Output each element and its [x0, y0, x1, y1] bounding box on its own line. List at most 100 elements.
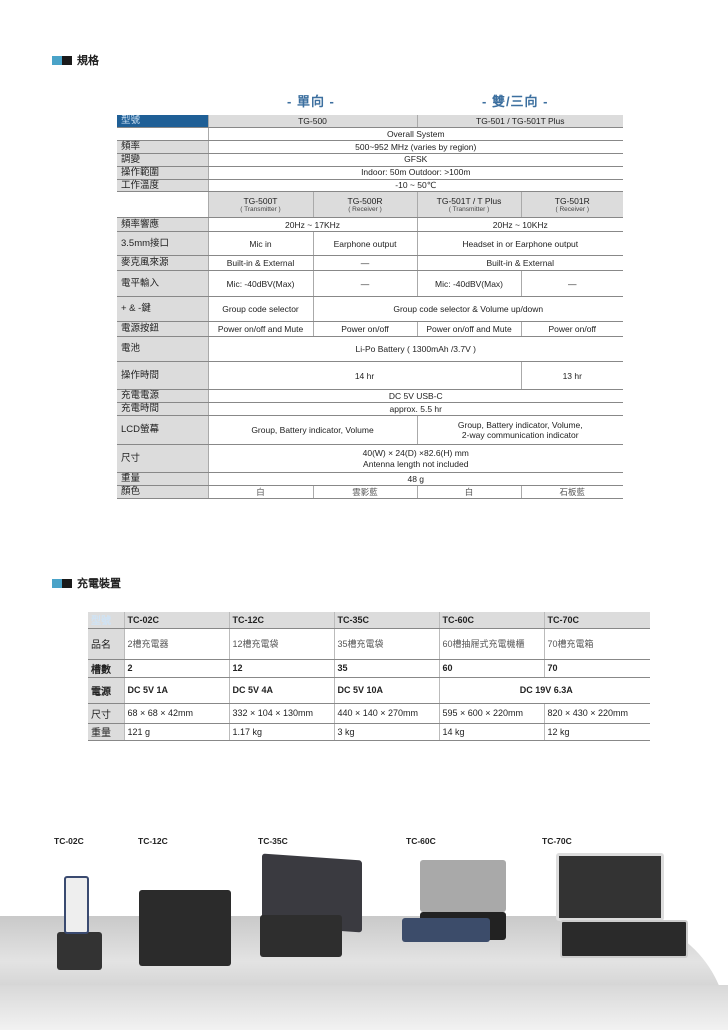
table-row: 尺寸 68 × 68 × 42mm 332 × 104 × 130mm 440 × 1… — [88, 703, 650, 724]
cell: DC 5V USB-C — [207, 389, 624, 404]
cell: Power on/off — [312, 321, 418, 338]
product-label: TC-35C — [258, 836, 288, 846]
product-label: TC-12C — [138, 836, 168, 846]
cell: — — [520, 270, 624, 298]
cell: DC 5V 4A — [228, 677, 334, 704]
cell: Group, Battery indicator, Volume, 2-way c… — [416, 415, 624, 446]
row-label: 3.5mm接口 — [117, 231, 208, 257]
cell: TC-70C — [543, 612, 650, 629]
overall-system: Overall System — [207, 127, 624, 141]
row-label: 電源按鈕 — [117, 321, 208, 338]
cell: 13 hr — [520, 361, 624, 391]
cell: Mic in — [207, 231, 313, 257]
cell: DC 19V 6.3A — [438, 677, 650, 704]
cell: Power on/off and Mute — [416, 321, 522, 338]
cell: 70槽充電箱 — [543, 628, 650, 660]
row-label: 電平輸入 — [117, 270, 208, 298]
row-label: + & -鍵 — [117, 296, 208, 323]
cell: Mic: -40dBV(Max) — [416, 270, 522, 298]
cell: 2 — [123, 659, 229, 678]
table-row: 重量 121 g 1.17 kg 3 kg 14 kg 12 kg — [88, 723, 650, 741]
display-stage-base — [0, 985, 728, 1030]
cell: Group code selector — [207, 296, 313, 323]
table-row: 品名 2槽充電器 12槽充電袋 35槽充電袋 60槽抽屜式充電機櫃 70槽充電箱 — [88, 628, 650, 660]
model-subheader: TG-500T( Transmitter ) — [207, 191, 313, 219]
table-row: 充電時間 approx. 5.5 hr — [117, 402, 624, 417]
model-subheader: TG-501T / T Plus( Transmitter ) — [416, 191, 522, 219]
tc-60c-image — [420, 860, 506, 912]
table-row: 電平輸入 Mic: -40dBV(Max) — Mic: -40dBV(Max) — — [117, 270, 624, 298]
row-label: 品名 — [88, 628, 124, 660]
cell: Built-in & External — [416, 255, 624, 272]
model-header: TG-501 / TG-501T Plus — [416, 115, 624, 128]
cell: 3 kg — [333, 723, 439, 741]
table-row: 頻率響應 20Hz ~ 17KHz 20Hz ~ 10KHz — [117, 217, 624, 233]
cell: TC-12C — [228, 612, 334, 629]
tc-12c-image — [139, 890, 231, 966]
spec-section-title: 規格 — [77, 55, 99, 67]
heading-marker-icon — [62, 578, 72, 588]
tc-70c-lid-image — [556, 853, 664, 921]
cell: 雲影藍 — [312, 485, 418, 499]
cell: 20Hz ~ 10KHz — [416, 217, 624, 233]
row-label: 重量 — [117, 472, 208, 486]
cell: 60 — [438, 659, 544, 678]
row-label: 頻率響應 — [117, 217, 208, 233]
cell: Li-Po Battery ( 1300mAh /3.7V ) — [207, 336, 624, 363]
table-row: 工作溫度 -10 ~ 50℃ — [117, 179, 624, 193]
tc-60c-tray-image — [402, 918, 490, 942]
heading-marker-icon — [62, 55, 72, 65]
table-row: 3.5mm接口 Mic in Earphone output Headset in o… — [117, 231, 624, 257]
cell: 白 — [207, 485, 313, 499]
table-row: 調變 GFSK — [117, 153, 624, 167]
table-row: 重量 48 g — [117, 472, 624, 486]
model-header: TG-500 — [207, 115, 418, 128]
table-row: 操作時間 14 hr 13 hr — [117, 361, 624, 391]
cell: GFSK — [207, 153, 624, 167]
row-label: LCD螢幕 — [117, 415, 208, 446]
table-row: 槽數 2 12 35 60 70 — [88, 659, 650, 678]
cell: Group, Battery indicator, Volume — [207, 415, 418, 446]
spec-section-heading: 規格 — [52, 52, 99, 68]
cell: 14 hr — [207, 361, 522, 391]
cell: Power on/off — [520, 321, 624, 338]
table-row: + & -鍵 Group code selector Group code sele… — [117, 296, 624, 323]
row-label: 工作溫度 — [117, 179, 208, 193]
cell: 332 × 104 × 130mm — [228, 703, 334, 724]
cell: 48 g — [207, 472, 624, 486]
cell: 12槽充電袋 — [228, 628, 334, 660]
row-label: 型號 — [88, 612, 124, 629]
table-row: Overall System — [117, 127, 624, 141]
table-row: 充電電源 DC 5V USB-C — [117, 389, 624, 404]
table-row: TG-500T( Transmitter ) TG-500R( Receiver… — [117, 191, 624, 219]
cell: Indoor: 50m Outdoor: >100m — [207, 166, 624, 180]
table-row: 電池 Li-Po Battery ( 1300mAh /3.7V ) — [117, 336, 624, 363]
cell: 70 — [543, 659, 650, 678]
row-label: 型號 — [117, 115, 208, 128]
cell: 440 × 140 × 270mm — [333, 703, 439, 724]
row-label: 調變 — [117, 153, 208, 167]
product-label: TC-02C — [54, 836, 84, 846]
cell: 白 — [416, 485, 522, 499]
charger-section-title: 充電裝置 — [77, 578, 121, 590]
row-label: 尺寸 — [88, 703, 124, 724]
one-way-group-title: - 單向 - — [287, 94, 335, 109]
row-label: 頻率 — [117, 140, 208, 154]
tc-70c-image — [560, 920, 688, 958]
cell: Mic: -40dBV(Max) — [207, 270, 313, 298]
row-label: 充電時間 — [117, 402, 208, 417]
cell: Earphone output — [312, 231, 418, 257]
row-label: 操作時間 — [117, 361, 208, 391]
row-label: 麥克風來源 — [117, 255, 208, 272]
model-subheader: TG-500R( Receiver ) — [312, 191, 418, 219]
tc-02c-image — [57, 932, 102, 970]
cell: 20Hz ~ 17KHz — [207, 217, 418, 233]
cell: 1.17 kg — [228, 723, 334, 741]
cell: Power on/off and Mute — [207, 321, 313, 338]
row-label: 尺寸 — [117, 444, 208, 474]
row-label: 槽數 — [88, 659, 124, 678]
two-way-group-title: - 雙/三向 - — [482, 94, 549, 109]
cell: 68 × 68 × 42mm — [123, 703, 229, 724]
cell: 500~952 MHz (varies by region) — [207, 140, 624, 154]
table-row: 操作範圍 Indoor: 50m Outdoor: >100m — [117, 166, 624, 180]
